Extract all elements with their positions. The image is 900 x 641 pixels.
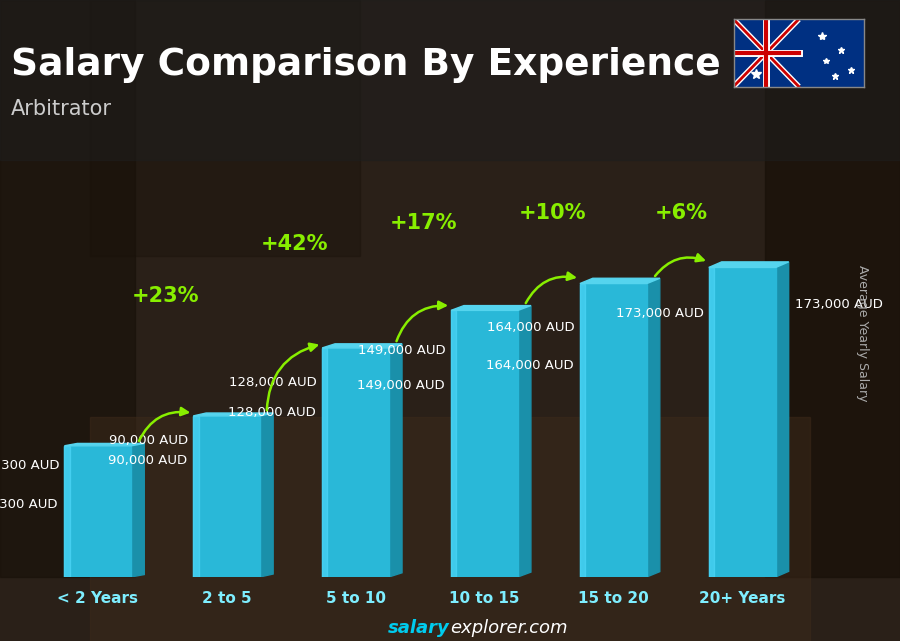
Text: 90,000 AUD: 90,000 AUD — [108, 454, 187, 467]
Polygon shape — [518, 306, 531, 577]
Bar — [194, 416, 199, 577]
Polygon shape — [65, 444, 144, 445]
Polygon shape — [389, 344, 402, 577]
Text: +23%: +23% — [131, 287, 199, 306]
Text: 73,300 AUD: 73,300 AUD — [0, 498, 58, 512]
Text: 128,000 AUD: 128,000 AUD — [230, 376, 317, 389]
Bar — [0, 0, 900, 160]
Bar — [580, 283, 585, 577]
Text: +17%: +17% — [390, 213, 457, 233]
Text: +10%: +10% — [518, 203, 586, 222]
Polygon shape — [776, 262, 788, 577]
Polygon shape — [260, 413, 274, 577]
Text: +42%: +42% — [261, 234, 328, 254]
Text: 128,000 AUD: 128,000 AUD — [228, 406, 316, 419]
Bar — [322, 348, 389, 577]
Polygon shape — [131, 444, 144, 577]
Text: 164,000 AUD: 164,000 AUD — [486, 359, 573, 372]
Text: salary: salary — [388, 619, 450, 637]
Bar — [580, 283, 647, 577]
Bar — [451, 310, 518, 577]
Text: 90,000 AUD: 90,000 AUD — [109, 433, 188, 447]
Bar — [65, 445, 69, 577]
Bar — [0, 0, 135, 577]
Polygon shape — [451, 306, 531, 310]
Polygon shape — [647, 278, 660, 577]
Bar — [709, 267, 714, 577]
Text: 73,300 AUD: 73,300 AUD — [0, 459, 59, 472]
Bar — [90, 417, 810, 641]
Bar — [322, 348, 328, 577]
Polygon shape — [322, 344, 402, 348]
Bar — [194, 416, 260, 577]
Text: 173,000 AUD: 173,000 AUD — [616, 308, 704, 320]
Text: Salary Comparison By Experience: Salary Comparison By Experience — [11, 47, 721, 83]
Text: explorer.com: explorer.com — [450, 619, 568, 637]
Bar — [451, 310, 456, 577]
Text: 164,000 AUD: 164,000 AUD — [487, 321, 575, 334]
Bar — [709, 267, 776, 577]
Text: +6%: +6% — [654, 203, 707, 223]
Bar — [90, 0, 360, 256]
Bar — [765, 0, 900, 577]
Polygon shape — [709, 262, 788, 267]
Polygon shape — [194, 413, 274, 416]
Polygon shape — [580, 278, 660, 283]
Text: 149,000 AUD: 149,000 AUD — [357, 378, 445, 392]
Text: 173,000 AUD: 173,000 AUD — [795, 298, 883, 311]
Text: 149,000 AUD: 149,000 AUD — [358, 344, 446, 357]
Text: Average Yearly Salary: Average Yearly Salary — [856, 265, 868, 401]
Bar — [65, 445, 131, 577]
Text: Arbitrator: Arbitrator — [11, 99, 112, 119]
